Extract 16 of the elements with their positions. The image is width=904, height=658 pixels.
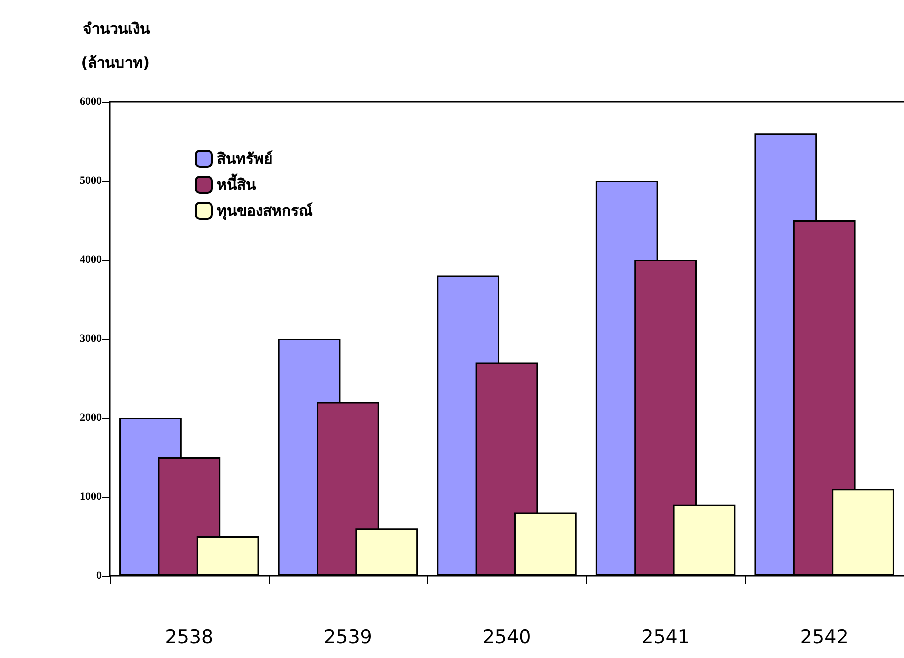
x-tick-label: 2540 (482, 626, 532, 648)
x-tick-label: 2541 (642, 626, 690, 648)
y-tick-label: 4000 (80, 254, 102, 266)
legend-label: ทุนของสหกรณ์ (217, 202, 313, 221)
y-tick-label: 6000 (80, 96, 102, 108)
legend-label: สินทรัพย์ (217, 150, 273, 168)
y-tick-label: 0 (96, 570, 102, 582)
x-tick-label: 2538 (165, 626, 214, 648)
x-tick-label: 2542 (800, 626, 849, 648)
y-tick-label: 5000 (80, 175, 102, 187)
y-tick-label: 1000 (80, 491, 102, 503)
legend-label: หนี้สิน (217, 173, 257, 194)
y-tick-label: 3000 (80, 333, 102, 345)
x-tick-label: 2539 (324, 626, 372, 648)
y-axis-title: จำนวนเงิน (ล้านบาท) (81, 20, 151, 72)
y-tick-label: 2000 (80, 412, 102, 424)
